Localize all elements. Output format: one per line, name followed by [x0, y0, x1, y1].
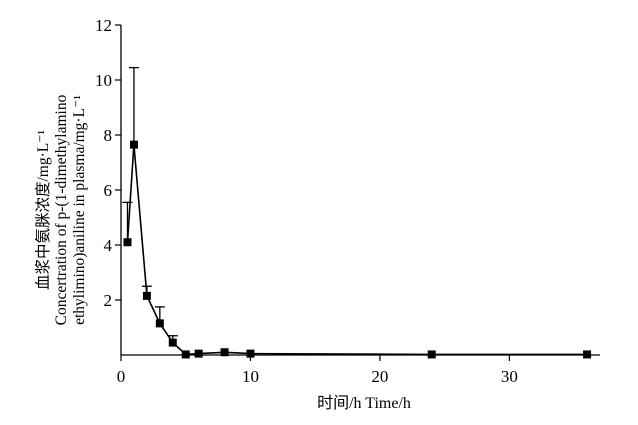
y-tick-label: 8 — [104, 126, 113, 145]
data-point — [123, 238, 132, 247]
data-point — [168, 338, 177, 347]
data-point — [155, 319, 164, 328]
x-tick-label: 10 — [242, 367, 259, 386]
y-tick-label: 10 — [95, 71, 112, 90]
x-tick-label: 30 — [501, 367, 518, 386]
data-point — [129, 140, 138, 149]
data-point — [583, 350, 592, 359]
axes: 2 4 6 8 10 12 0 10 20 30 — [95, 16, 600, 386]
y-axis-label: 血浆中氨脒浓度/mg·L⁻¹ Concertration of p-(1-dim… — [34, 94, 88, 325]
y-tick-label: 12 — [95, 16, 112, 35]
series-line-0 — [126, 144, 588, 356]
y-axis-label-line-3: ethylimino)aniline in plasma/mg·L⁻¹ — [71, 95, 88, 325]
x-tick-label: 20 — [371, 367, 388, 386]
data-point — [427, 350, 436, 359]
data-point — [246, 349, 255, 358]
x-axis-label: 时间/h Time/h — [317, 394, 411, 412]
y-tick-label: 2 — [104, 291, 113, 310]
y-tick-label: 6 — [104, 181, 113, 200]
y-axis-label-line-1: 血浆中氨脒浓度/mg·L⁻¹ — [34, 130, 52, 290]
data-point — [194, 349, 203, 358]
data-point — [220, 348, 229, 357]
y-axis-label-line-2: Concertration of p-(1-dimethylamino — [53, 94, 70, 325]
series-line — [126, 144, 588, 356]
data-markers — [123, 140, 592, 359]
data-point — [142, 291, 151, 300]
x-tick-label: 0 — [117, 367, 126, 386]
data-point — [181, 350, 190, 359]
y-tick-label: 4 — [104, 236, 113, 255]
